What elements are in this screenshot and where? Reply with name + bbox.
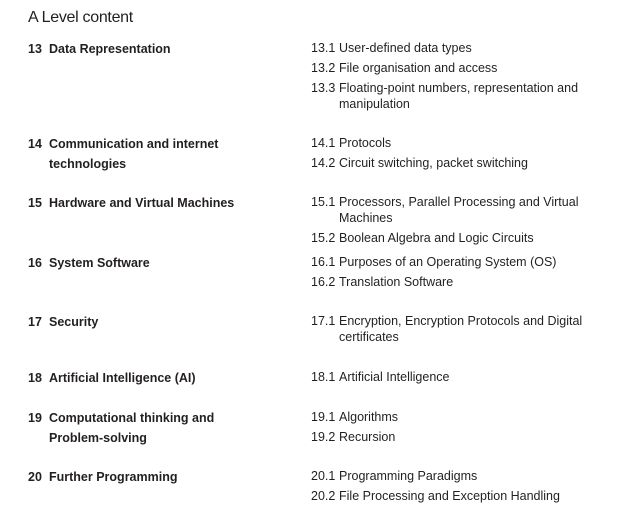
topic-text: Encryption, Encryption Protocols and Dig… bbox=[339, 314, 583, 344]
section-name: Artificial Intelligence (AI) bbox=[49, 371, 196, 385]
topic-text: Circuit switching, packet switching bbox=[339, 156, 528, 170]
topic-number: 19.2 bbox=[311, 430, 336, 444]
topic-number: 15.1 bbox=[311, 195, 336, 209]
topic-text: Protocols bbox=[339, 136, 392, 150]
topic-text: Boolean Algebra and Logic Circuits bbox=[339, 231, 534, 245]
topic-text: Artificial Intelligence bbox=[339, 370, 450, 384]
topic-number: 13.3 bbox=[311, 81, 336, 95]
list-item: 13.2 File organisation and access bbox=[311, 60, 631, 76]
topic-list: 13.1 User-defined data types 13.2 File orga… bbox=[311, 40, 631, 116]
topic-number: 18.1 bbox=[311, 370, 336, 384]
topic-number: 14.2 bbox=[311, 156, 336, 170]
topic-text: Processors, Parallel Processing and Virt… bbox=[339, 195, 579, 225]
section-name: Communication and internet technologies bbox=[49, 137, 219, 171]
topic-text: File Processing and Exception Handling bbox=[339, 489, 560, 503]
topic-text: User-defined data types bbox=[339, 41, 472, 55]
topic-number: 19.1 bbox=[311, 410, 336, 424]
section-name: Hardware and Virtual Machines bbox=[49, 196, 235, 210]
section-name: Computational thinking and Problem-solvi… bbox=[49, 411, 215, 445]
topic-list: 17.1 Encryption, Encryption Protocols and… bbox=[311, 313, 631, 349]
list-item: 16.1 Purposes of an Operating System (OS) bbox=[311, 254, 631, 270]
section-number: 13 bbox=[28, 42, 42, 56]
topic-list: 20.1 Programming Paradigms 20.2 File Proces… bbox=[311, 468, 631, 508]
topic-text: Programming Paradigms bbox=[339, 469, 478, 483]
topic-number: 17.1 bbox=[311, 314, 336, 328]
topic-number: 16.2 bbox=[311, 275, 336, 289]
list-item: 19.1 Algorithms bbox=[311, 409, 631, 425]
list-item: 19.2 Recursion bbox=[311, 429, 631, 445]
topic-text: Recursion bbox=[339, 430, 396, 444]
section-number: 20 bbox=[28, 470, 42, 484]
topic-number: 15.2 bbox=[311, 231, 336, 245]
list-item: 18.1 Artificial Intelligence bbox=[311, 369, 631, 385]
topic-number: 13.2 bbox=[311, 61, 336, 75]
section-name: System Software bbox=[49, 256, 150, 270]
topic-text: Floating-point numbers, representation a… bbox=[339, 81, 579, 111]
section-name: Further Programming bbox=[49, 470, 178, 484]
list-item: 14.2 Circuit switching, packet switching bbox=[311, 155, 631, 171]
list-item: 20.2 File Processing and Exception Handli… bbox=[311, 488, 631, 504]
topic-list: 16.1 Purposes of an Operating System (OS)… bbox=[311, 254, 631, 294]
topic-number: 13.1 bbox=[311, 41, 336, 55]
topic-number: 20.1 bbox=[311, 469, 336, 483]
topic-text: Purposes of an Operating System (OS) bbox=[339, 255, 557, 269]
section-number: 15 bbox=[28, 196, 42, 210]
topic-list: 15.1 Processors, Parallel Processing and … bbox=[311, 194, 631, 250]
topic-number: 20.2 bbox=[311, 489, 336, 503]
topic-list: 19.1 Algorithms 19.2 Recursion bbox=[311, 409, 631, 449]
list-item: 16.2 Translation Software bbox=[311, 274, 631, 290]
list-item: 20.1 Programming Paradigms bbox=[311, 468, 631, 484]
topic-list: 18.1 Artificial Intelligence bbox=[311, 369, 631, 389]
list-item: 14.1 Protocols bbox=[311, 135, 631, 151]
topic-number: 16.1 bbox=[311, 255, 336, 269]
list-item: 13.1 User-defined data types bbox=[311, 40, 631, 56]
section-number: 16 bbox=[28, 256, 42, 270]
topic-list: 14.1 Protocols 14.2 Circuit switching, pack… bbox=[311, 135, 631, 175]
topic-text: File organisation and access bbox=[339, 61, 498, 75]
list-item: 15.1 Processors, Parallel Processing and … bbox=[311, 194, 631, 226]
list-item: 15.2 Boolean Algebra and Logic Circuits bbox=[311, 230, 631, 246]
section-number: 14 bbox=[28, 137, 42, 151]
list-item: 13.3 Floating-point numbers, representati… bbox=[311, 80, 631, 112]
section-number: 19 bbox=[28, 411, 42, 425]
section-number: 17 bbox=[28, 315, 42, 329]
section-number: 18 bbox=[28, 371, 42, 385]
section-name: Data Representation bbox=[49, 42, 171, 56]
topic-text: Translation Software bbox=[339, 275, 454, 289]
section-name: Security bbox=[49, 315, 99, 329]
topic-text: Algorithms bbox=[339, 410, 399, 424]
page-title: A Level content bbox=[28, 9, 133, 26]
topic-number: 14.1 bbox=[311, 136, 336, 150]
list-item: 17.1 Encryption, Encryption Protocols and… bbox=[311, 313, 631, 345]
